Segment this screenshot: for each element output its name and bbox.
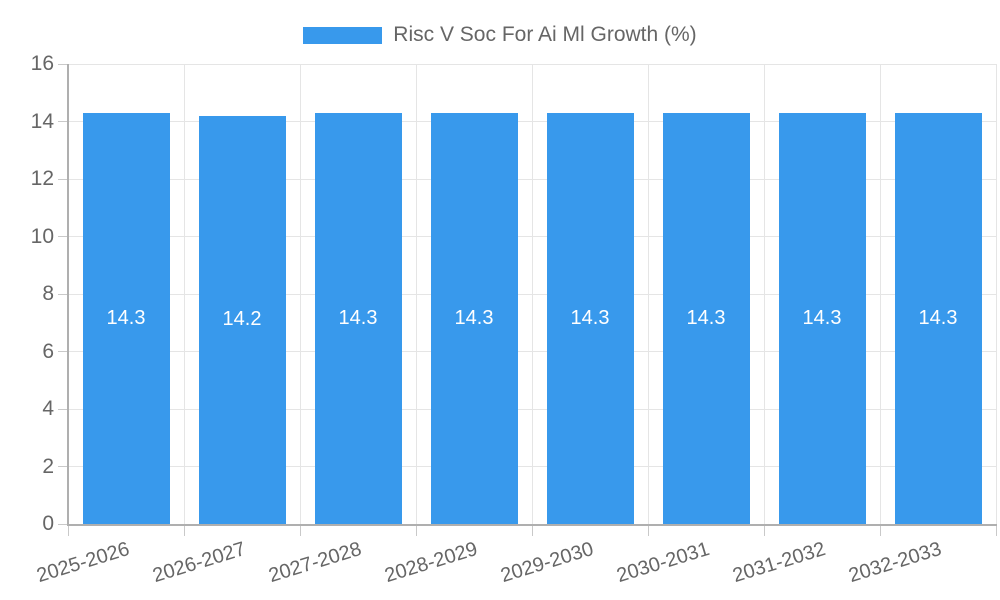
bar-value-label: 14.3 <box>918 306 958 329</box>
y-axis-tick-label: 16 <box>30 52 54 75</box>
x-axis-tick-label: 2027-2028 <box>266 538 365 588</box>
y-axis-tick-label: 8 <box>42 282 54 305</box>
x-axis-tick <box>183 526 185 536</box>
bar-value-label: 14.3 <box>338 306 378 329</box>
x-axis-line <box>67 524 997 526</box>
legend-swatch-icon <box>303 26 383 44</box>
y-axis-tick-label: 14 <box>30 109 54 133</box>
x-axis-tick <box>415 526 417 536</box>
y-axis-tick-label: 4 <box>42 397 54 420</box>
bar-value-label: 14.2 <box>222 308 262 331</box>
x-axis-tick-label: 2025-2026 <box>34 538 133 588</box>
y-axis-tick <box>58 408 68 410</box>
bar[interactable]: 14.3 <box>546 112 634 524</box>
y-axis-tick <box>58 466 68 467</box>
x-axis-tick <box>995 526 997 536</box>
x-gridline <box>879 64 881 524</box>
bar-value-label: 14.3 <box>686 306 726 329</box>
legend-label: Risc V Soc For Ai Ml Growth (%) <box>393 23 697 46</box>
bar[interactable]: 14.3 <box>662 112 750 524</box>
y-axis-tick <box>58 63 68 65</box>
bar[interactable]: 14.3 <box>778 112 866 524</box>
x-axis-tick <box>299 526 301 536</box>
y-axis-tick-label: 12 <box>30 167 54 190</box>
bar[interactable]: 14.3 <box>894 112 982 524</box>
x-axis-tick <box>67 526 69 536</box>
y-axis-tick <box>58 236 68 237</box>
y-axis-tick-label: 10 <box>30 224 54 248</box>
x-gridline <box>415 64 417 524</box>
y-axis-tick-label: 0 <box>42 512 54 535</box>
bar[interactable]: 14.3 <box>82 112 170 524</box>
x-gridline <box>183 64 185 524</box>
x-axis-tick-label: 2029-2030 <box>498 538 597 588</box>
y-axis-tick <box>58 293 68 295</box>
bar[interactable]: 14.3 <box>430 112 518 524</box>
x-gridline <box>531 64 533 524</box>
x-axis-tick <box>531 526 533 536</box>
x-gridline <box>995 64 997 524</box>
y-axis-tick <box>58 178 68 180</box>
x-axis-tick-label: 2026-2027 <box>150 538 249 588</box>
bar-value-label: 14.3 <box>802 306 842 329</box>
y-axis-tick <box>58 523 68 525</box>
x-axis-tick-label: 2032-2033 <box>846 538 945 588</box>
y-axis-tick-label: 2 <box>42 454 54 478</box>
x-gridline <box>763 64 765 524</box>
x-gridline <box>299 64 301 524</box>
x-axis-tick-label: 2028-2029 <box>382 538 481 588</box>
x-axis-tick <box>647 526 649 536</box>
x-gridline <box>647 64 649 524</box>
x-axis-tick-label: 2031-2032 <box>730 538 829 588</box>
x-axis-tick <box>763 526 765 536</box>
bar-value-label: 14.3 <box>454 306 494 329</box>
bar-value-label: 14.3 <box>106 306 146 329</box>
y-axis-tick <box>58 121 68 122</box>
chart-legend-item[interactable]: Risc V Soc For Ai Ml Growth (%) <box>0 24 1000 46</box>
y-axis-tick-label: 6 <box>42 339 54 363</box>
y-axis-tick <box>58 351 68 352</box>
bar[interactable]: 14.3 <box>314 112 402 524</box>
bar-value-label: 14.3 <box>570 306 610 329</box>
x-axis-tick-label: 2030-2031 <box>614 538 713 588</box>
x-axis-tick <box>879 526 881 536</box>
bar[interactable]: 14.2 <box>198 115 286 524</box>
y-axis-line <box>67 64 69 526</box>
